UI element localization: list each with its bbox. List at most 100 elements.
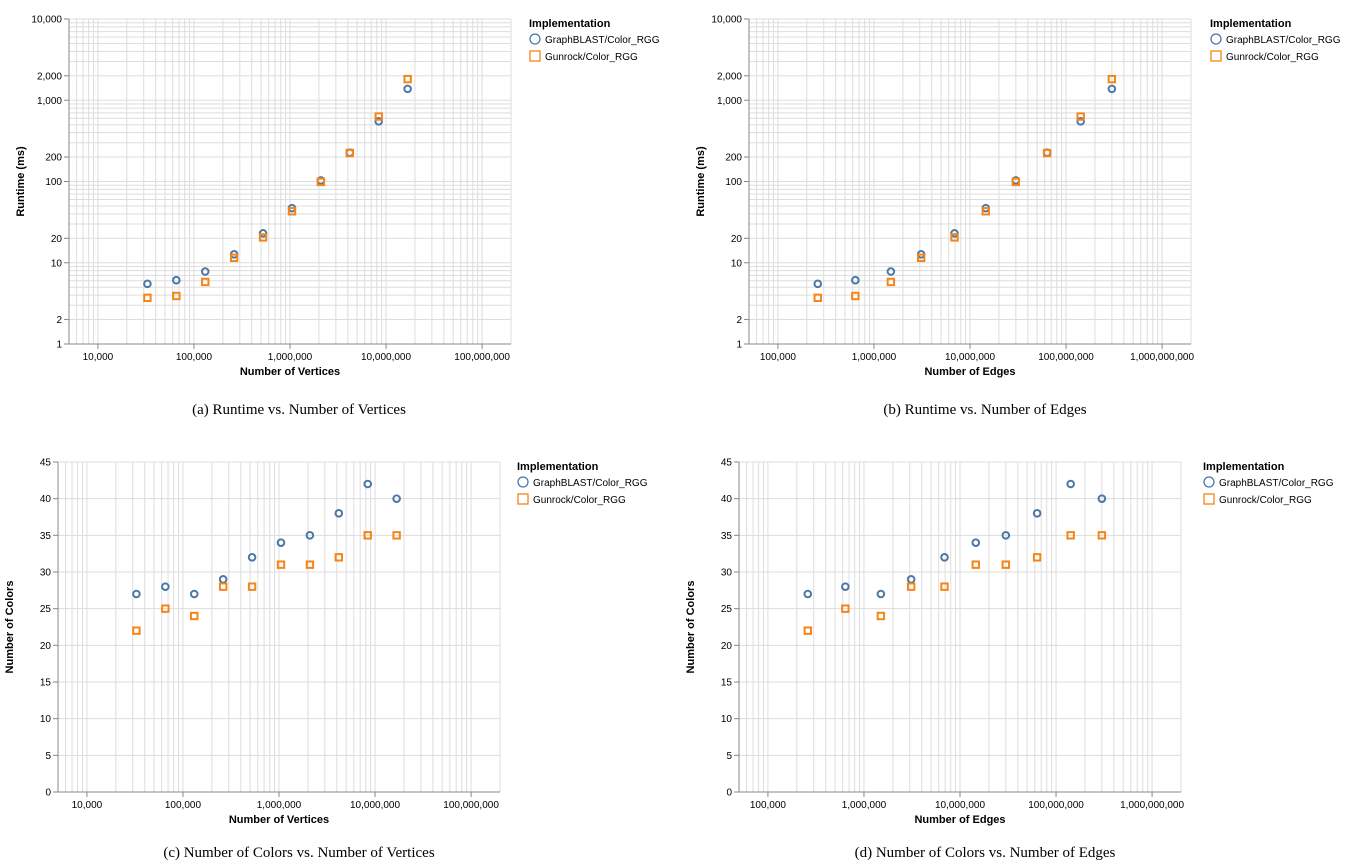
y-tick-label: 20: [731, 234, 743, 245]
data-point: [143, 293, 152, 303]
chart-caption: (a) Runtime vs. Number of Vertices: [192, 402, 406, 418]
data-point: [218, 575, 228, 584]
data-point: [363, 531, 372, 540]
x-tick-label: 100,000: [176, 352, 213, 363]
chart-caption: (b) Runtime vs. Number of Edges: [883, 402, 1086, 418]
y-tick-label: 2: [736, 315, 742, 326]
x-axis-title: Number of Edges: [914, 814, 1005, 826]
data-point: [218, 582, 228, 591]
x-tick-label: 100,000: [760, 352, 797, 363]
legend-circle-icon: [529, 33, 541, 45]
data-point: [1066, 479, 1075, 489]
data-point: [1001, 531, 1011, 540]
data-point: [813, 279, 823, 289]
y-tick-label: 40: [721, 494, 733, 505]
data-point: [886, 277, 896, 287]
chart-d: 100,000 1,000,000 10,000,000 100,000,000 1,0…: [685, 458, 1334, 862]
data-point: [276, 538, 286, 547]
y-tick-label: 30: [40, 568, 52, 579]
data-point: [886, 267, 896, 276]
data-point: [1097, 494, 1107, 503]
data-point: [276, 560, 286, 569]
data-point: [305, 560, 315, 569]
chart-c: 10,000 100,000 1,000,000 10,000,000 100,000,…: [4, 458, 648, 862]
y-tick-label: 20: [51, 234, 63, 245]
y-tick-label: 5: [45, 751, 51, 762]
series-gunrock: [803, 531, 1107, 635]
series-gunrock: [813, 74, 1117, 303]
data-point: [813, 293, 822, 303]
legend-title: Implementation: [1203, 461, 1285, 473]
y-tick-label: 35: [721, 531, 733, 542]
data-point: [851, 275, 860, 285]
legend-label: GraphBLAST/Color_RGG: [1219, 478, 1334, 489]
data-point: [247, 582, 257, 591]
y-tick-label: 35: [40, 531, 52, 542]
data-point: [200, 267, 210, 276]
data-point: [392, 531, 401, 540]
y-tick-label: 15: [721, 678, 733, 689]
x-tick-label: 1,000,000: [842, 800, 887, 811]
data-point: [1032, 509, 1042, 518]
x-tick-label: 100,000,000: [1028, 800, 1084, 811]
y-tick-label: 1: [736, 340, 742, 351]
data-point: [971, 560, 980, 569]
data-point: [334, 553, 344, 562]
data-point: [229, 253, 239, 263]
data-point: [1107, 84, 1117, 94]
data-point: [172, 291, 181, 301]
y-tick-label: 0: [726, 788, 732, 799]
data-point: [1001, 560, 1011, 569]
x-tick-label: 1,000,000,000: [1120, 800, 1184, 811]
data-point: [1076, 117, 1085, 126]
data-point: [950, 233, 959, 242]
y-tick-label: 10: [51, 258, 63, 269]
x-axis-title: Number of Vertices: [240, 366, 340, 378]
legend: Implementation GraphBLAST/Color_RGG Gunroc…: [1203, 461, 1334, 506]
y-tick-label: 20: [721, 641, 733, 652]
y-axis-title: Runtime (ms): [15, 146, 27, 217]
legend-square-icon: [517, 493, 529, 505]
data-point: [143, 279, 152, 289]
legend-square-icon: [1203, 493, 1215, 505]
data-point: [906, 582, 916, 591]
x-tick-label: 1,000,000: [268, 352, 313, 363]
data-point: [1107, 74, 1117, 84]
y-tick-label: 15: [40, 678, 52, 689]
data-point: [172, 275, 181, 285]
data-point: [374, 117, 384, 126]
data-point: [132, 626, 141, 635]
y-tick-label: 10,000: [711, 15, 742, 26]
data-point: [345, 148, 355, 158]
data-point: [161, 604, 170, 613]
data-point: [403, 74, 412, 84]
chart-caption: (d) Number of Colors vs. Number of Edges: [855, 845, 1116, 861]
data-point: [334, 509, 344, 518]
x-tick-label: 10,000: [83, 352, 114, 363]
y-tick-label: 25: [40, 604, 52, 615]
y-tick-label: 10: [40, 714, 52, 725]
legend-circle-icon: [1203, 476, 1215, 488]
series-graphblast: [132, 479, 401, 599]
y-tick-label: 5: [726, 751, 732, 762]
legend-circle-icon: [1210, 33, 1222, 45]
x-tick-label: 100,000,000: [1038, 352, 1094, 363]
legend: Implementation GraphBLAST/Color_RGG Gunroc…: [1210, 18, 1341, 63]
x-tick-label: 1,000,000: [852, 352, 897, 363]
series-graphblast: [803, 479, 1107, 599]
y-tick-label: 25: [721, 604, 733, 615]
data-point: [876, 589, 886, 599]
y-tick-label: 10,000: [31, 15, 62, 26]
series-gunrock: [143, 74, 412, 303]
y-axis-title: Runtime (ms): [695, 146, 707, 217]
chart-caption: (c) Number of Colors vs. Number of Verti…: [163, 845, 434, 861]
data-point: [876, 611, 886, 621]
x-tick-label: 10,000,000: [350, 800, 400, 811]
data-point: [1097, 531, 1107, 540]
x-tick-label: 10,000,000: [361, 352, 411, 363]
chart-a: 10,000 100,000 1,000,000 10,000,000 100,000,…: [15, 15, 660, 419]
x-axis-title: Number of Edges: [924, 366, 1015, 378]
x-tick-label: 1,000,000,000: [1130, 352, 1194, 363]
grid-lines: [57, 461, 501, 793]
